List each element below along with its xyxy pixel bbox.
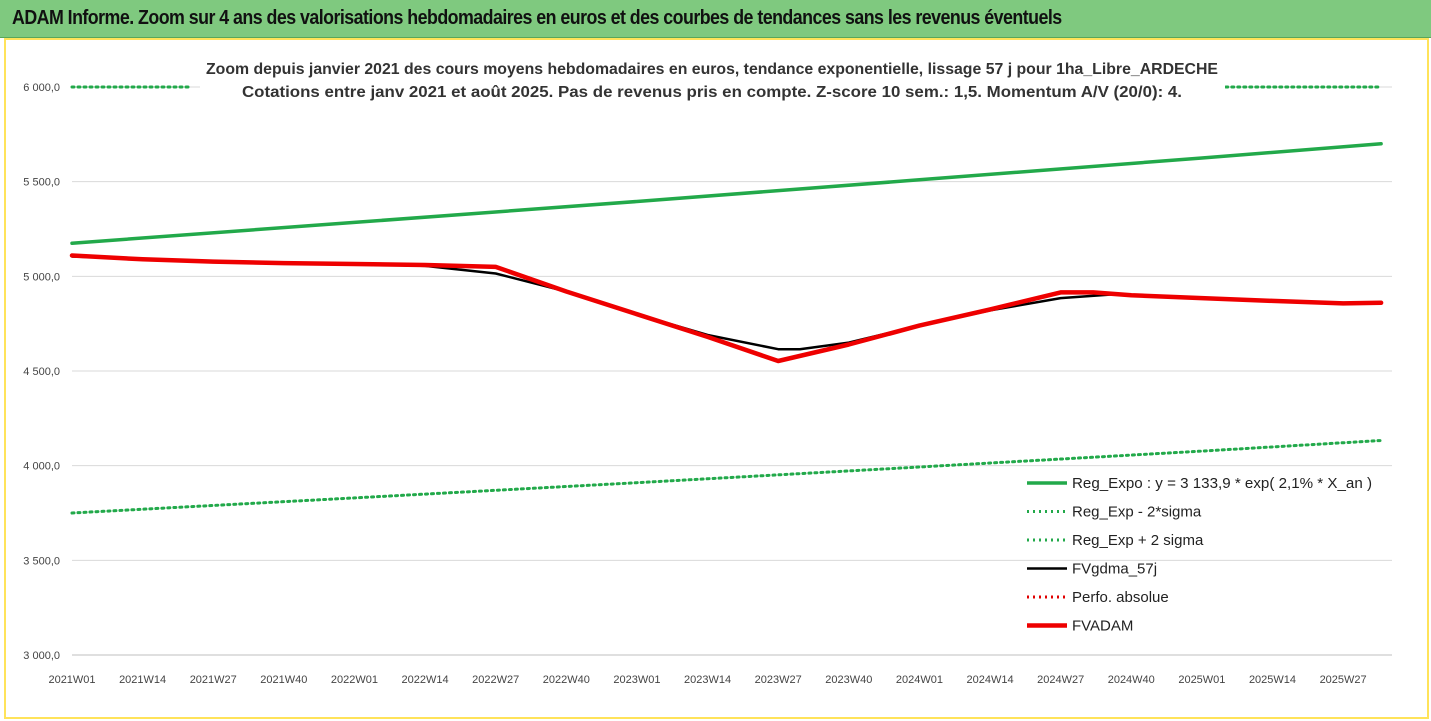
x-tick-label: 2021W27 (190, 674, 237, 686)
x-axis-ticks: 2021W01 2021W14 2021W27 2021W40 2022W01 2022W… (48, 674, 1366, 686)
y-tick-label: 4 000,0 (23, 461, 60, 473)
series-fvgdma-57j-line (70, 255, 1383, 351)
x-tick-label: 2021W14 (119, 674, 166, 686)
report-banner: ADAM Informe. Zoom sur 4 ans des valoris… (0, 0, 1431, 38)
x-tick-label: 2024W40 (1108, 674, 1155, 686)
y-tick-label: 6 000,0 (23, 82, 60, 94)
x-tick-label: 2024W14 (966, 674, 1013, 686)
x-tick-label: 2022W14 (402, 674, 449, 686)
x-tick-label: 2023W14 (684, 674, 731, 686)
series-reg-exp-2-sigma-line (70, 439, 1383, 515)
chart-subtitle: Cotations entre janv 2021 et août 2025. … (242, 84, 1182, 101)
x-tick-label: 2024W01 (896, 674, 943, 686)
y-tick-label: 5 500,0 (23, 177, 60, 189)
x-tick-label: 2022W40 (543, 674, 590, 686)
legend-label: Reg_Exp + 2 sigma (1072, 532, 1204, 549)
series-reg-expo-y-3-133-9-exp-2-1-x-an-line (70, 142, 1383, 245)
legend-label: Perfo. absolue (1072, 589, 1169, 606)
x-tick-label: 2021W01 (48, 674, 95, 686)
chart-title: Zoom depuis janvier 2021 des cours moyen… (206, 61, 1218, 78)
x-tick-label: 2025W14 (1249, 674, 1296, 686)
x-tick-label: 2021W40 (260, 674, 307, 686)
x-tick-label: 2023W27 (755, 674, 802, 686)
legend: Reg_Expo : y = 3 133,9 * exp( 2,1% * X_a… (1027, 475, 1372, 635)
title-backdrop (200, 52, 1225, 100)
x-tick-label: 2023W40 (825, 674, 872, 686)
x-tick-label: 2022W27 (472, 674, 519, 686)
series-lines (69, 85, 1384, 515)
y-tick-label: 5 000,0 (23, 271, 60, 283)
gridlines (72, 86, 1392, 656)
legend-label: Reg_Expo : y = 3 133,9 * exp( 2,1% * X_a… (1072, 475, 1372, 492)
y-axis-ticks: 3 000,0 3 500,0 4 000,0 4 500,0 5 000,0 5 500… (23, 82, 60, 662)
x-tick-label: 2023W01 (613, 674, 660, 686)
x-tick-label: 2022W01 (331, 674, 378, 686)
y-tick-label: 3 500,0 (23, 555, 60, 567)
legend-label: FVgdma_57j (1072, 561, 1157, 578)
chart-frame (4, 38, 1429, 719)
legend-label: FVADAM (1072, 618, 1133, 635)
x-tick-label: 2025W01 (1178, 674, 1225, 686)
report-banner-title: ADAM Informe. Zoom sur 4 ans des valoris… (12, 7, 1062, 29)
y-tick-label: 3 000,0 (23, 650, 60, 662)
x-tick-label: 2025W27 (1320, 674, 1367, 686)
series-fvadam-line (69, 253, 1384, 364)
x-tick-label: 2024W27 (1037, 674, 1084, 686)
legend-label: Reg_Exp - 2*sigma (1072, 504, 1202, 521)
y-tick-label: 4 500,0 (23, 366, 60, 378)
